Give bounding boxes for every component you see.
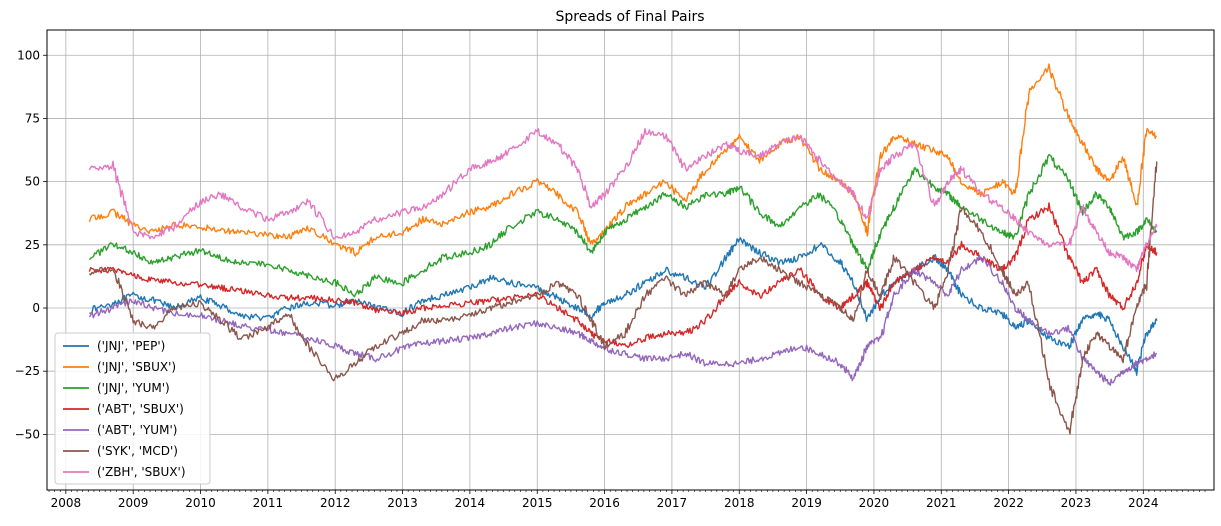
x-tick-label: 2015 [522,496,553,510]
series-line-2 [88,153,1158,298]
series-line-6 [88,127,1158,273]
legend: ('JNJ', 'PEP') ('JNJ', 'SBUX') ('JNJ', 'YU… [54,332,211,485]
x-tick-label: 2018 [724,496,755,510]
y-tick-label: 25 [25,238,40,252]
x-tick-label: 2014 [455,496,486,510]
plot-frame [46,29,1215,491]
x-tick-label: 2020 [859,496,890,510]
y-axis-ticks: 100 75 50 25 0 −25 −50 [15,48,47,441]
x-tick-label: 2021 [926,496,957,510]
x-tick-label: 2010 [185,496,216,510]
series-lines [88,63,1158,435]
x-tick-label: 2024 [1128,496,1159,510]
y-tick-label: −50 [15,427,40,441]
series-line-3 [88,202,1158,349]
x-tick-label: 2016 [589,496,620,510]
legend-label: ('JNJ', 'PEP') [97,339,165,353]
legend-label: ('JNJ', 'SBUX') [97,360,176,374]
x-tick-label: 2017 [657,496,688,510]
series-line-0 [89,237,1158,376]
legend-label: ('JNJ', 'YUM') [97,381,170,395]
series-line-1 [88,63,1157,257]
x-tick-label: 2013 [387,496,418,510]
series-line-5 [88,161,1158,435]
legend-box [54,332,211,485]
y-tick-label: −25 [15,364,40,378]
x-tick-label: 2009 [118,496,149,510]
x-tick-label: 2008 [51,496,82,510]
x-tick-label: 2011 [253,496,284,510]
legend-label: ('ZBH', 'SBUX') [97,465,186,479]
x-axis-ticks: 2008 2009 2010 2011 2012 2013 2014 2015 2016 2017… [51,490,1159,510]
x-tick-label: 2022 [993,496,1024,510]
y-tick-label: 50 [25,175,40,189]
x-tick-label: 2019 [791,496,822,510]
y-tick-label: 75 [25,111,40,125]
series-line-4 [88,254,1157,386]
legend-label: ('ABT', 'YUM') [97,423,177,437]
legend-label: ('SYK', 'MCD') [97,444,178,458]
y-tick-label: 0 [32,301,40,315]
x-tick-label: 2023 [1061,496,1092,510]
chart-title: Spreads of Final Pairs [555,9,704,25]
y-tick-label: 100 [17,48,40,62]
legend-label: ('ABT', 'SBUX') [97,402,184,416]
x-tick-label: 2012 [320,496,351,510]
